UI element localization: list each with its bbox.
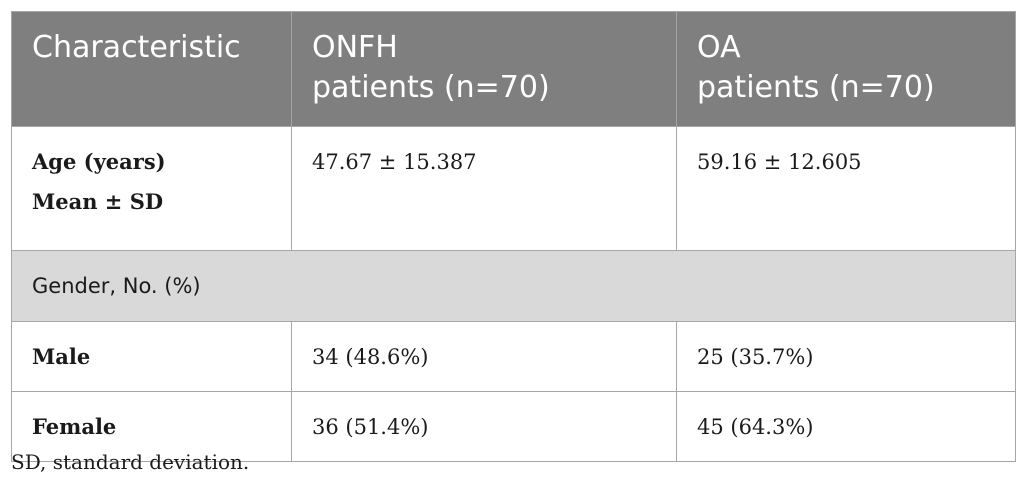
age-label-line1: Age (years): [32, 149, 166, 174]
age-label-cell: Age (years) Mean ± SD: [11, 126, 292, 251]
age-label-line2: Mean ± SD: [32, 189, 164, 214]
age-onfh-cell: 47.67 ± 15.387: [291, 126, 677, 251]
male-onfh-cell: 34 (48.6%): [291, 321, 677, 392]
table-header: Characteristic ONFH patients (n=70) OA p…: [11, 11, 1016, 127]
header-characteristic: Characteristic: [11, 11, 292, 127]
header-onfh-line1: ONFH: [312, 30, 398, 65]
characteristics-table: Characteristic ONFH patients (n=70) OA p…: [11, 11, 1016, 462]
header-onfh: ONFH patients (n=70): [291, 11, 677, 127]
header-characteristic-label: Characteristic: [32, 30, 241, 65]
table-body: Age (years) Mean ± SD 47.67 ± 15.387 59.…: [11, 126, 1016, 462]
header-oa-line1: OA: [697, 30, 741, 65]
age-oa-cell: 59.16 ± 12.605: [676, 126, 1016, 251]
table-row-age: Age (years) Mean ± SD 47.67 ± 15.387 59.…: [11, 126, 1016, 251]
header-oa-line2: patients (n=70): [697, 70, 935, 105]
table-row-female: Female 36 (51.4%) 45 (64.3%): [11, 391, 1016, 462]
header-oa: OA patients (n=70): [676, 11, 1016, 127]
section-row-gender: Gender, No. (%): [11, 250, 1016, 322]
header-onfh-line2: patients (n=70): [312, 70, 550, 105]
male-oa-cell: 25 (35.7%): [676, 321, 1016, 392]
male-label-cell: Male: [11, 321, 292, 392]
gender-section-label: Gender, No. (%): [11, 250, 1016, 322]
female-label-cell: Female: [11, 391, 292, 462]
table-footnote: SD, standard deviation.: [11, 450, 250, 474]
female-onfh-cell: 36 (51.4%): [291, 391, 677, 462]
header-row: Characteristic ONFH patients (n=70) OA p…: [11, 11, 1016, 127]
table-row-male: Male 34 (48.6%) 25 (35.7%): [11, 321, 1016, 392]
female-oa-cell: 45 (64.3%): [676, 391, 1016, 462]
